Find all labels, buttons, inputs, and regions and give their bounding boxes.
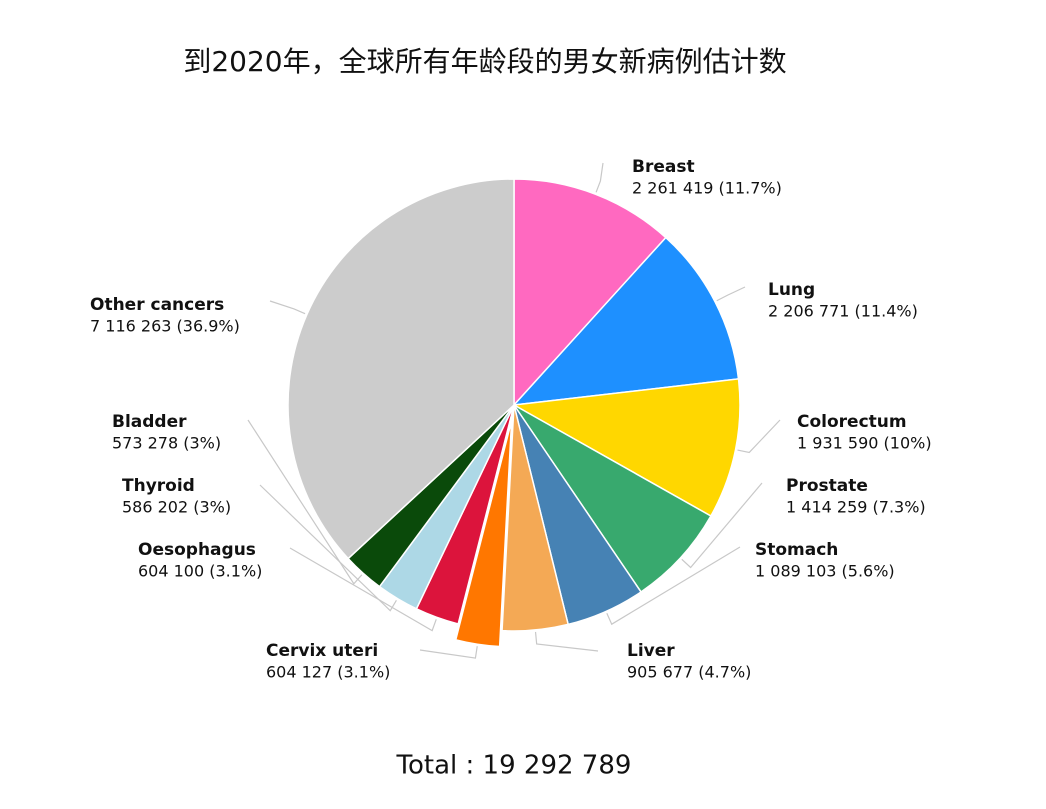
leader-line	[289, 547, 437, 632]
pie-slice	[512, 236, 740, 406]
slice-name: Colorectum	[797, 412, 907, 432]
pie-slice	[454, 420, 513, 648]
slice-value-label: 586 202 (3%)	[122, 498, 231, 517]
leader-line	[737, 419, 781, 454]
slice-name: Bladder	[112, 412, 187, 432]
slice-value-label: 7 116 263 (36.9%)	[90, 317, 240, 336]
slice-name: Breast	[632, 157, 695, 177]
slice-value-label: 573 278 (3%)	[112, 434, 221, 453]
leader-line	[716, 286, 746, 302]
slice-name: Liver	[627, 641, 675, 661]
leader-line	[534, 631, 599, 652]
leader-line	[419, 646, 478, 659]
slice-name: Stomach	[755, 540, 838, 560]
pie-slice	[287, 178, 515, 560]
slice-value-label: 1 089 103 (5.6%)	[755, 562, 895, 581]
slice-value-label: 1 931 590 (10%)	[797, 434, 932, 453]
slice-name: Thyroid	[122, 476, 195, 496]
leader-line	[681, 482, 763, 569]
slice-value-label: 905 677 (4.7%)	[627, 663, 751, 682]
slice-value-label: 604 127 (3.1%)	[266, 663, 390, 682]
pie-slice	[511, 378, 741, 518]
pie-slice	[513, 178, 667, 407]
chart-title: 到2020年，全球所有年龄段的男女新病例估计数	[183, 45, 786, 78]
slice-name: Other cancers	[90, 295, 224, 315]
leader-line	[259, 484, 397, 612]
leader-line	[595, 162, 604, 193]
pie-slice	[501, 404, 570, 632]
slice-name: Prostate	[786, 476, 868, 496]
slice-value-label: 1 414 259 (7.3%)	[786, 498, 926, 517]
slice-value-label: 2 261 419 (11.7%)	[632, 179, 782, 198]
total-label: Total : 19 292 789	[396, 751, 632, 781]
leader-line	[247, 419, 363, 585]
slice-name: Cervix uteri	[266, 641, 378, 661]
slice-value-label: 604 100 (3.1%)	[138, 562, 262, 581]
leader-line	[606, 546, 741, 626]
slice-value-label: 2 206 771 (11.4%)	[768, 302, 918, 321]
slice-name: Lung	[768, 280, 815, 300]
leader-line	[269, 300, 306, 315]
slice-name: Oesophagus	[138, 540, 256, 560]
pie-slice	[513, 404, 712, 593]
